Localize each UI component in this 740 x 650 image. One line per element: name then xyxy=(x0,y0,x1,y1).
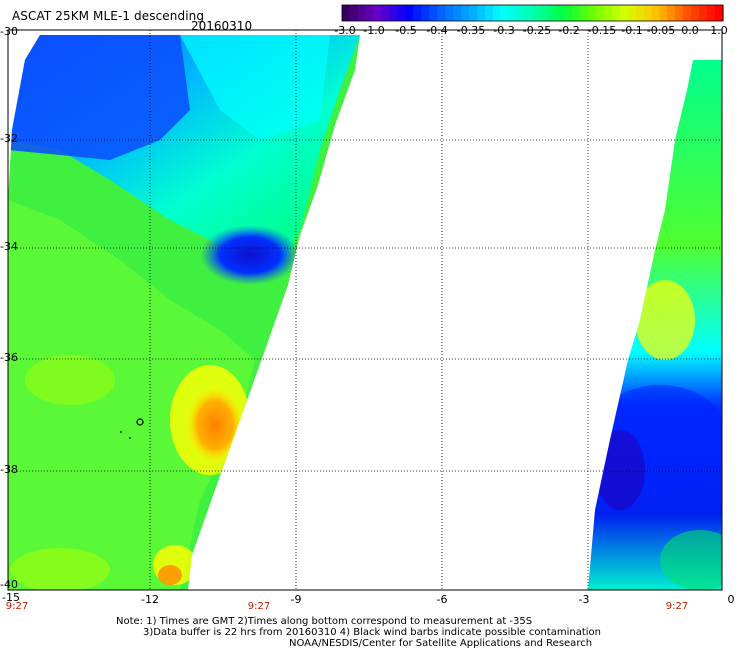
lon-label-9: -9 xyxy=(290,593,302,606)
time-label-middle: 9:27 xyxy=(247,601,271,612)
lon-label-0: 0 xyxy=(727,593,735,606)
lat-lon-grid xyxy=(8,30,722,590)
lon-label-3: -3 xyxy=(578,593,590,606)
time-label-east: 9:27 xyxy=(665,601,689,612)
lat-label-40: -40 xyxy=(0,578,18,591)
lat-label-34: -34 xyxy=(0,240,18,253)
wind-barb-dot xyxy=(129,437,131,439)
lat-label-38: -38 xyxy=(0,463,18,476)
lat-label-36: -36 xyxy=(0,351,18,364)
map-frame xyxy=(7,29,723,591)
west-swath xyxy=(8,35,360,590)
wind-barb-dot xyxy=(120,431,122,433)
note-line-2: 3)Data buffer is 22 hrs from 20160310 4)… xyxy=(143,627,601,638)
wind-barb-marker xyxy=(136,418,144,426)
lon-label-12: -12 xyxy=(141,593,159,606)
note-line-1: Note: 1) Times are GMT 2)Times along bot… xyxy=(116,616,533,627)
lon-label-15: -15 xyxy=(2,591,20,604)
lat-label-30: -30 xyxy=(0,25,18,38)
time-label-west: 9:27 xyxy=(5,601,29,612)
note-line-3: NOAA/NESDIS/Center for Satellite Applica… xyxy=(289,638,593,649)
lon-label-6: -6 xyxy=(436,593,448,606)
product-title: ASCAT 25KM MLE-1 descending xyxy=(12,9,205,23)
east-swath xyxy=(588,60,722,590)
lat-label-32: -32 xyxy=(0,132,18,145)
